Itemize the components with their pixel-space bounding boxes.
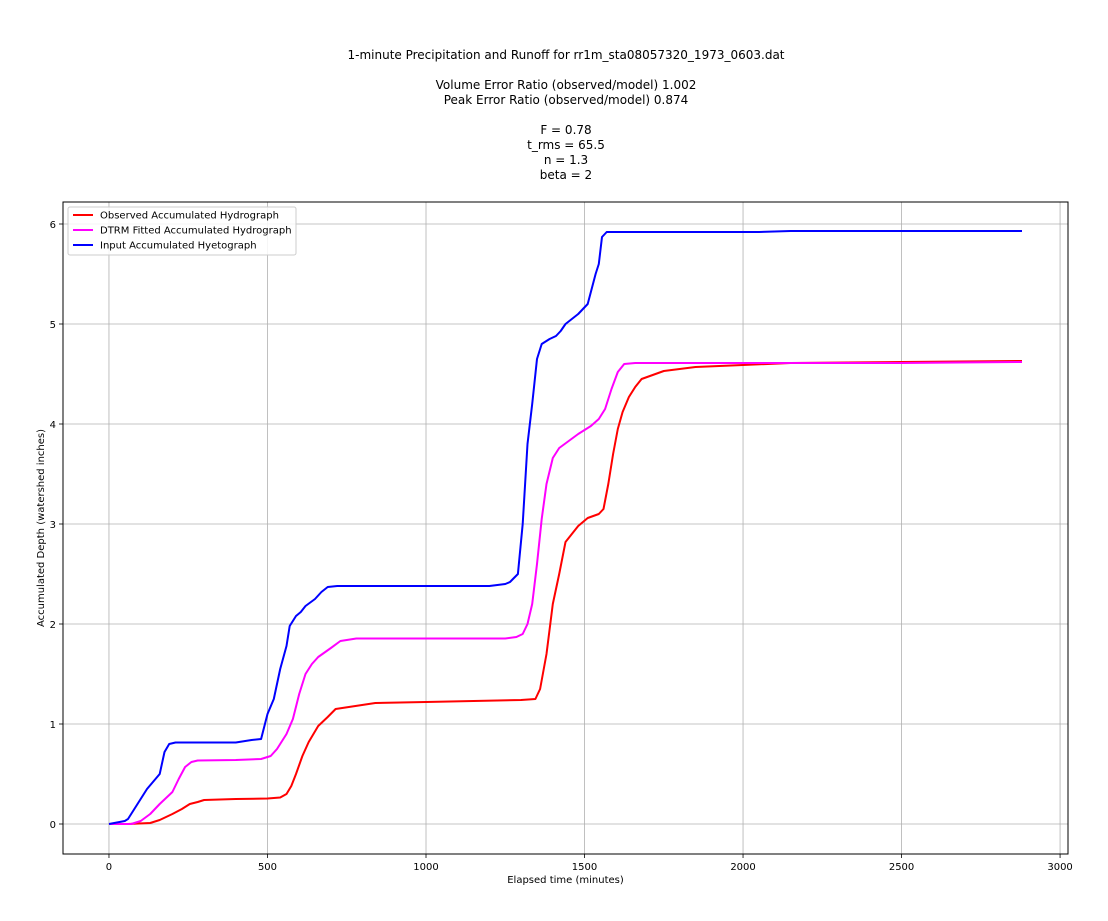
plot-frame [62, 201, 1069, 855]
legend-box [67, 206, 297, 256]
y-tick-label: 4 [50, 420, 56, 431]
title-line: beta = 2 [539, 168, 593, 182]
y-tick-label: 5 [50, 320, 56, 331]
legend-label: Input Accumulated Hyetograph [100, 241, 257, 252]
grid [63, 202, 1068, 854]
title-line: F = 0.78 [540, 123, 592, 137]
x-axis-label: Elapsed time (minutes) [507, 875, 624, 886]
legend: Observed Accumulated Hydrograph DTRM Fitt… [67, 206, 297, 256]
y-tick-label: 6 [50, 220, 56, 231]
title-line: t_rms = 65.5 [527, 138, 605, 152]
x-tick-label: 3000 [1047, 862, 1072, 873]
y-tick-label: 0 [50, 820, 56, 831]
series-line-0 [109, 360, 1023, 825]
y-tick-label: 2 [50, 620, 56, 631]
series-line-1 [109, 361, 1023, 825]
x-tick-label: 500 [258, 862, 277, 873]
series-lines [108, 230, 1023, 825]
x-tick-label: 0 [106, 862, 112, 873]
series-line-2 [108, 230, 1022, 825]
axis-ticks: 0 500 1000 1500 2000 2500 3000 0 1 2 3 4 5 6 [50, 220, 1073, 873]
y-tick-label: 3 [50, 520, 56, 531]
y-axis-label: Accumulated Depth (watershed inches) [36, 429, 47, 627]
title-line: Peak Error Ratio (observed/model) 0.874 [443, 93, 689, 107]
x-tick-label: 2500 [889, 862, 914, 873]
chart-title: 1-minute Precipitation and Runoff for rr… [0, 48, 1108, 183]
legend-label: DTRM Fitted Accumulated Hydrograph [100, 226, 292, 237]
title-line: 1-minute Precipitation and Runoff for rr… [347, 48, 785, 62]
x-tick-label: 1000 [413, 862, 438, 873]
x-tick-label: 2000 [730, 862, 755, 873]
title-line: Volume Error Ratio (observed/model) 1.00… [435, 78, 697, 92]
title-line: n = 1.3 [543, 153, 589, 167]
x-tick-label: 1500 [572, 862, 597, 873]
legend-label: Observed Accumulated Hydrograph [100, 211, 279, 222]
y-tick-label: 1 [50, 720, 56, 731]
